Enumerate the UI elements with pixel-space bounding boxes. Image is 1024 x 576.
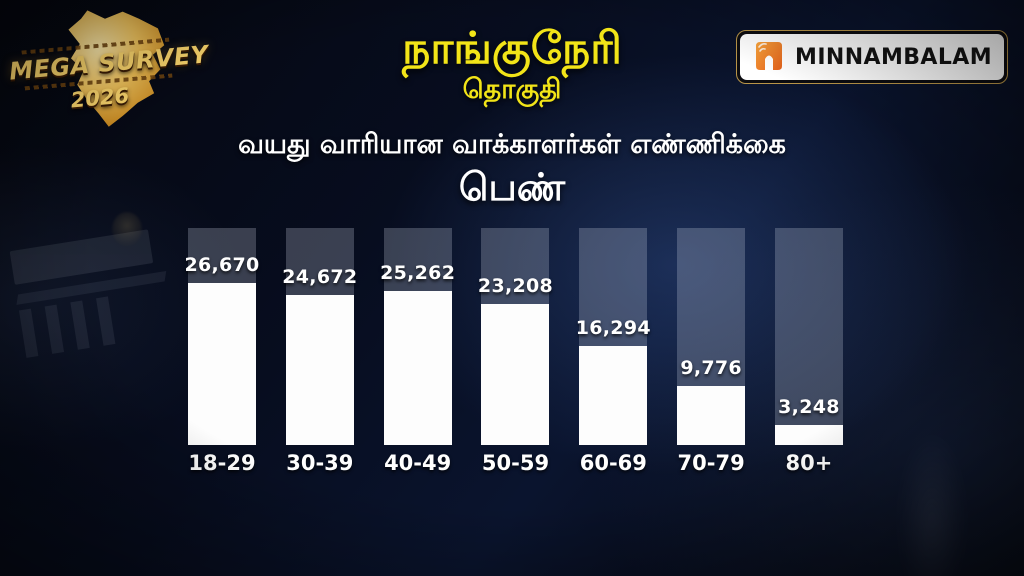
bar-fill (774, 425, 843, 445)
chart-column-80+: 3,248 80+ (774, 228, 843, 478)
bar-fill (677, 386, 746, 445)
bar-fill (285, 295, 354, 445)
background-emblem-glow (112, 212, 142, 246)
chart-column-70-79: 9,776 70-79 (677, 228, 746, 478)
bar-value-label: 9,776 (680, 357, 742, 379)
chart-column-60-69: 16,294 60-69 (576, 228, 651, 478)
x-axis-label: 80+ (785, 451, 833, 475)
background-building-image (9, 226, 187, 370)
bar-fill (579, 346, 648, 445)
chart-heading: வயது வாரியான வாக்காளர்கள் எண்ணிக்கை (238, 129, 786, 160)
bar-value-label: 23,208 (477, 275, 554, 297)
x-axis-label: 60-69 (579, 451, 647, 475)
constituency-title: நாங்குநேரி (402, 23, 622, 74)
chart-column-18-29: 26,670 18-29 (184, 228, 259, 478)
age-bar-chart: 26,670 18-29 24,672 30-39 25,262 40-49 23,208 5… (184, 228, 843, 478)
constituency-subtitle: தொகுதி (462, 74, 562, 105)
x-axis-label: 40-49 (384, 451, 452, 475)
x-axis-label: 70-79 (677, 451, 745, 475)
x-axis-label: 30-39 (286, 451, 354, 475)
bar-fill (481, 304, 550, 445)
bar-value-label: 3,248 (778, 396, 840, 418)
bar-value-label: 16,294 (575, 317, 651, 339)
bar-value-label: 26,670 (184, 254, 260, 276)
gender-label: பெண் (458, 165, 566, 209)
bar-value-label: 25,262 (380, 262, 456, 284)
x-axis-label: 50-59 (481, 451, 550, 475)
chart-column-40-49: 25,262 40-49 (380, 228, 455, 478)
background-hand-image (880, 400, 1010, 576)
bar-fill (383, 291, 452, 445)
chart-column-30-39: 24,672 30-39 (282, 228, 357, 478)
chart-column-50-59: 23,208 50-59 (478, 228, 553, 478)
bar-value-label: 24,672 (282, 266, 358, 288)
x-axis-label: 18-29 (188, 451, 256, 475)
bar-fill (188, 283, 256, 445)
